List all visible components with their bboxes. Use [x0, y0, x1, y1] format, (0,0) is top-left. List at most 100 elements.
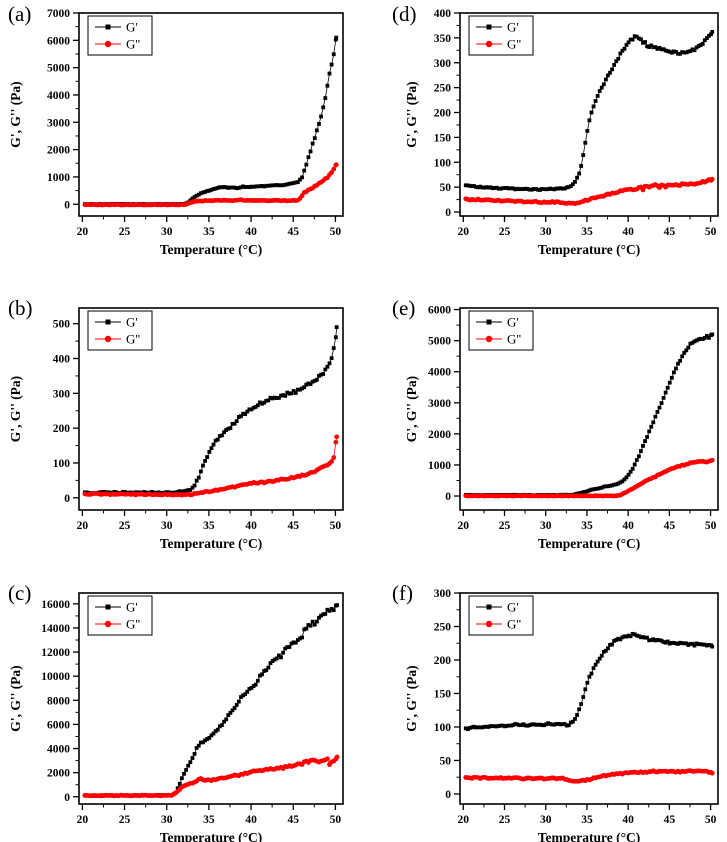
chart-d: 20 25 30 35 40 45 50 0 50 100 150 200 250 300 350 400 Te… — [404, 8, 719, 257]
svg-text:30: 30 — [161, 520, 173, 532]
svg-text:20: 20 — [458, 520, 470, 532]
svg-text:1000: 1000 — [428, 460, 451, 472]
panel-b: (b) 20 25 30 35 40 45 50 0 100 200 300 400 500 Temper… — [0, 280, 364, 561]
svg-text:G'': G'' — [507, 37, 521, 52]
svg-text:300: 300 — [53, 388, 71, 400]
svg-text:G': G' — [507, 315, 519, 330]
svg-text:G', G'' (Pa): G', G'' (Pa) — [404, 665, 419, 731]
svg-text:0: 0 — [445, 207, 451, 219]
svg-text:G': G' — [507, 600, 519, 615]
svg-text:300: 300 — [434, 588, 452, 600]
svg-text:20: 20 — [458, 814, 470, 826]
svg-text:150: 150 — [434, 132, 452, 144]
svg-text:350: 350 — [434, 33, 452, 45]
chart-b: 20 25 30 35 40 45 500100200300400500Temperatur… — [8, 307, 344, 551]
svg-text:G'': G'' — [507, 332, 521, 347]
svg-text:6000: 6000 — [47, 719, 70, 731]
svg-text:50: 50 — [330, 520, 342, 532]
svg-text:G', G'' (Pa): G', G'' (Pa) — [8, 665, 23, 731]
svg-text:50: 50 — [705, 814, 717, 826]
svg-text:40: 40 — [245, 814, 257, 826]
svg-text:25: 25 — [499, 520, 511, 532]
svg-text:25: 25 — [499, 814, 511, 826]
svg-text:35: 35 — [203, 226, 215, 238]
svg-text:20: 20 — [77, 814, 89, 826]
svg-text:50: 50 — [330, 814, 342, 826]
svg-text:100: 100 — [434, 157, 452, 169]
svg-text:G': G' — [507, 20, 519, 35]
svg-text:400: 400 — [53, 354, 71, 366]
svg-text:30: 30 — [540, 520, 552, 532]
chart-f: 20 25 30 35 40 45 50 0 50 100 150 200 250 300 Temperat… — [404, 588, 719, 842]
chart-c: 20 25 30 35 40 45 50 0 2000 4000 6000 8000 10000 1200… — [8, 592, 344, 842]
svg-text:25: 25 — [499, 226, 511, 238]
panel-label-d: (d) — [392, 2, 417, 26]
svg-text:35: 35 — [203, 520, 215, 532]
svg-text:3000: 3000 — [47, 117, 70, 129]
svg-text:30: 30 — [540, 226, 552, 238]
svg-text:200: 200 — [434, 108, 452, 120]
svg-text:20: 20 — [77, 226, 89, 238]
svg-text:40: 40 — [622, 520, 634, 532]
svg-text:0: 0 — [64, 199, 70, 211]
svg-text:4000: 4000 — [428, 367, 451, 379]
svg-text:45: 45 — [287, 814, 299, 826]
svg-text:35: 35 — [581, 520, 593, 532]
panel-label-c: (c) — [8, 581, 32, 605]
svg-text:300: 300 — [434, 58, 452, 70]
svg-text:30: 30 — [540, 814, 552, 826]
svg-text:200: 200 — [434, 655, 452, 667]
svg-text:20: 20 — [77, 520, 89, 532]
svg-text:45: 45 — [287, 226, 299, 238]
svg-text:G', G'' (Pa): G', G'' (Pa) — [8, 376, 23, 442]
svg-text:2000: 2000 — [47, 768, 70, 780]
svg-text:20: 20 — [458, 226, 470, 238]
svg-text:G'': G'' — [126, 332, 140, 347]
svg-text:10000: 10000 — [41, 671, 70, 683]
chart-a: 20 25 30 35 40 45 50 0 1000 2000 3000 4000 5000 6000 7… — [8, 8, 344, 257]
svg-text:150: 150 — [434, 688, 452, 700]
svg-text:40: 40 — [245, 520, 257, 532]
svg-text:Temperature (°C): Temperature (°C) — [538, 536, 641, 551]
panel-c: (c) 20 25 30 35 40 45 50 0 2000 4000 6000 8000 10000… — [0, 561, 364, 842]
svg-text:Temperature (°C): Temperature (°C) — [160, 536, 263, 551]
svg-text:25: 25 — [119, 226, 131, 238]
panel-e: (e) 20 25 30 35 40 45 50 0 1000 2000 3000 4000 5000 6… — [364, 280, 727, 561]
svg-text:14000: 14000 — [41, 623, 70, 635]
svg-text:50: 50 — [330, 226, 342, 238]
svg-text:200: 200 — [53, 423, 71, 435]
svg-text:G'': G'' — [507, 617, 521, 632]
svg-text:12000: 12000 — [41, 647, 70, 659]
svg-text:45: 45 — [664, 520, 676, 532]
svg-text:40: 40 — [622, 814, 634, 826]
panel-f: (f) 20 25 30 35 40 45 50 0 50 100 150 200 250 300 Temp… — [364, 561, 727, 842]
svg-text:40: 40 — [245, 226, 257, 238]
svg-text:100: 100 — [434, 722, 452, 734]
svg-text:5000: 5000 — [47, 63, 70, 75]
svg-text:500: 500 — [53, 319, 71, 331]
svg-text:25: 25 — [119, 520, 131, 532]
svg-text:45: 45 — [664, 814, 676, 826]
svg-text:6000: 6000 — [428, 305, 451, 317]
svg-text:250: 250 — [434, 621, 452, 633]
panel-label-f: (f) — [392, 581, 413, 605]
svg-text:0: 0 — [445, 789, 451, 801]
svg-text:G': G' — [126, 20, 138, 35]
svg-text:0: 0 — [445, 491, 451, 503]
chart-e: 20 25 30 35 40 45 50 0 1000 2000 3000 4000 5000 6000 T… — [404, 305, 719, 551]
svg-text:16000: 16000 — [41, 599, 70, 611]
svg-text:50: 50 — [705, 226, 717, 238]
svg-text:250: 250 — [434, 83, 452, 95]
svg-text:G': G' — [126, 600, 138, 615]
svg-text:50: 50 — [705, 520, 717, 532]
svg-text:400: 400 — [434, 8, 452, 20]
svg-text:G', G'' (Pa): G', G'' (Pa) — [8, 81, 23, 147]
svg-text:4000: 4000 — [47, 90, 70, 102]
svg-text:35: 35 — [581, 814, 593, 826]
svg-text:40: 40 — [622, 226, 634, 238]
svg-text:G'': G'' — [126, 617, 140, 632]
svg-text:Temperature (°C): Temperature (°C) — [538, 830, 641, 842]
svg-text:G'': G'' — [126, 37, 140, 52]
svg-text:6000: 6000 — [47, 35, 70, 47]
